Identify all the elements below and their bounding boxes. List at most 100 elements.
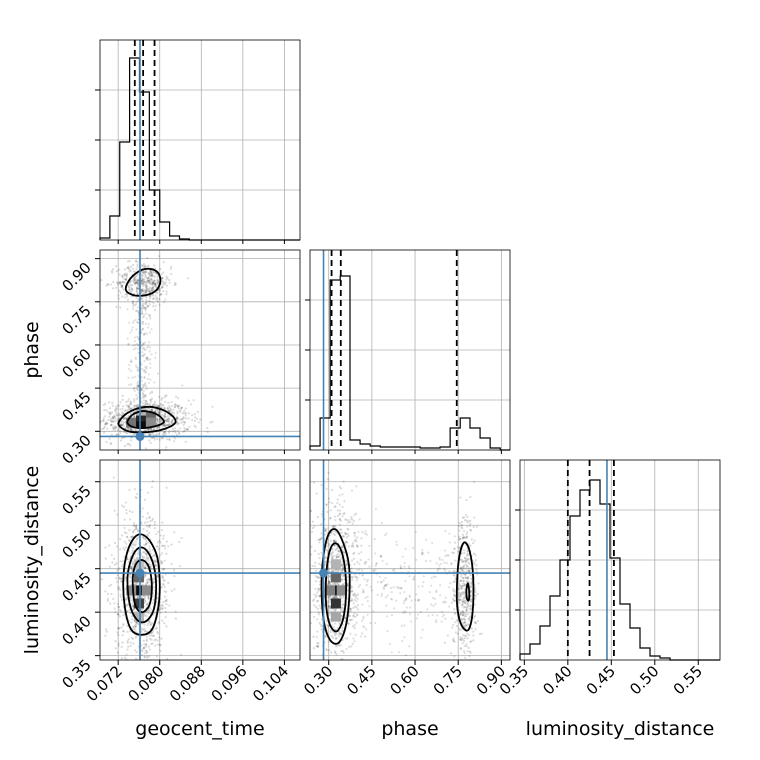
- sample-point: [460, 593, 463, 596]
- sample-point: [120, 285, 123, 288]
- sample-point: [105, 423, 108, 426]
- sample-point: [340, 658, 343, 660]
- sample-point: [338, 513, 341, 516]
- sample-point: [167, 401, 170, 404]
- sample-point: [160, 273, 163, 276]
- sample-point: [336, 514, 340, 518]
- sample-point: [469, 604, 472, 607]
- sample-point: [337, 555, 341, 558]
- sample-point: [124, 272, 127, 276]
- sample-point: [350, 590, 353, 593]
- sample-scatter-layer: [90, 255, 483, 660]
- sample-point: [459, 594, 462, 597]
- sample-point: [334, 568, 337, 572]
- sample-point: [161, 607, 164, 610]
- sample-point: [140, 298, 143, 301]
- sample-point: [336, 547, 339, 550]
- sample-point: [91, 408, 93, 410]
- sample-point: [129, 400, 132, 403]
- sample-point: [144, 537, 147, 540]
- sample-point: [117, 585, 120, 588]
- sample-point: [184, 414, 188, 417]
- sample-point: [168, 422, 171, 425]
- sample-point: [469, 600, 473, 603]
- sample-point: [127, 645, 130, 648]
- sample-point: [146, 624, 149, 627]
- sample-point: [459, 526, 463, 529]
- sample-point: [121, 423, 124, 426]
- sample-point: [453, 590, 456, 593]
- sample-point: [350, 567, 353, 570]
- contour-outer: [122, 533, 161, 636]
- sample-point: [128, 538, 131, 542]
- sample-point: [319, 607, 322, 610]
- sample-point: [320, 551, 323, 555]
- sample-point: [469, 606, 473, 610]
- sample-point: [155, 533, 158, 536]
- sample-point: [453, 594, 456, 597]
- sample-point: [331, 596, 334, 599]
- sample-point: [432, 596, 435, 599]
- sample-point: [149, 565, 152, 568]
- sample-point: [341, 627, 344, 630]
- sample-point: [148, 403, 152, 406]
- sample-point: [403, 636, 406, 639]
- sample-point: [146, 304, 149, 307]
- sample-point: [148, 515, 151, 519]
- sample-point: [400, 566, 403, 570]
- sample-point: [165, 290, 168, 293]
- sample-point: [144, 341, 147, 344]
- sample-point: [399, 564, 402, 567]
- sample-point: [145, 288, 148, 291]
- sample-point: [150, 288, 153, 291]
- sample-point: [317, 644, 320, 648]
- sample-point: [158, 607, 162, 611]
- sample-point: [465, 642, 468, 646]
- sample-point: [90, 409, 92, 411]
- sample-point: [369, 621, 372, 625]
- sample-point: [143, 348, 146, 351]
- sample-point: [452, 589, 455, 592]
- sample-point: [320, 628, 323, 631]
- sample-point: [145, 556, 148, 560]
- sample-point: [333, 582, 337, 585]
- sample-point: [458, 627, 461, 631]
- sample-point: [466, 553, 469, 556]
- sample-point: [150, 408, 153, 412]
- sample-point: [143, 353, 146, 356]
- sample-point: [317, 599, 320, 603]
- sample-point: [473, 516, 476, 519]
- sample-point: [453, 640, 456, 643]
- sample-point: [119, 548, 122, 551]
- sample-point: [461, 611, 464, 614]
- sample-point: [382, 587, 386, 590]
- sample-point: [159, 293, 162, 297]
- sample-point: [174, 403, 177, 406]
- sample-point: [153, 522, 156, 526]
- sample-point: [142, 289, 146, 292]
- sample-point: [167, 416, 170, 420]
- sample-point: [149, 433, 152, 436]
- sample-point: [143, 270, 147, 274]
- sample-point: [311, 520, 315, 523]
- sample-point: [156, 574, 159, 577]
- sample-point: [104, 546, 107, 549]
- sample-point: [411, 578, 415, 581]
- sample-point: [140, 596, 143, 599]
- sample-point: [149, 378, 152, 381]
- sample-point: [123, 296, 127, 299]
- sample-point: [462, 596, 466, 599]
- sample-point: [191, 419, 194, 422]
- sample-point: [129, 412, 132, 415]
- sample-point: [416, 613, 420, 616]
- sample-point: [117, 404, 121, 407]
- sample-point: [142, 283, 145, 286]
- sample-point: [334, 505, 337, 508]
- sample-point: [110, 423, 113, 427]
- sample-point: [137, 287, 140, 290]
- sample-point: [148, 278, 151, 282]
- sample-point: [140, 273, 143, 276]
- sample-point: [152, 427, 156, 430]
- sample-point: [462, 606, 465, 609]
- sample-point: [459, 579, 463, 583]
